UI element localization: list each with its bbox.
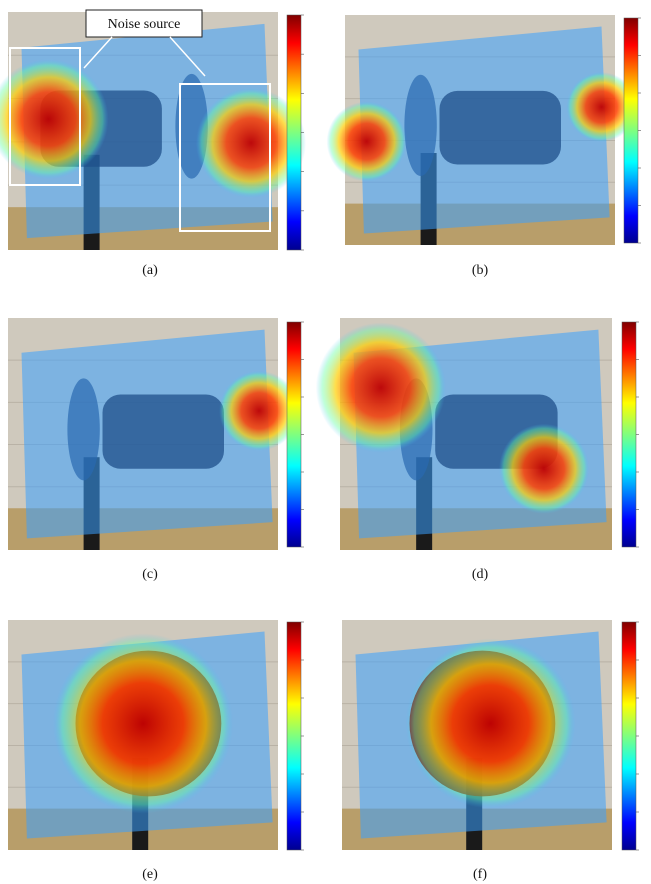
colorbar [624,18,638,243]
panel: (f) [342,620,639,882]
panel: (c) [8,318,304,582]
panel: (b) [327,15,641,278]
dryer-nozzle [67,378,99,480]
panel-label: (e) [142,867,158,882]
panel: (a) [0,12,306,278]
panel-label: (f) [473,867,487,882]
colorbar [622,622,636,850]
figure: (a) (b) (c) (d) (e) (f) Noise source [0,0,651,884]
panel-label: (a) [142,263,158,278]
colorbar [622,322,636,547]
panel-label: (d) [472,567,489,582]
hot-spot [406,639,576,809]
panel-label: (c) [142,567,158,582]
panel: (e) [8,620,304,882]
hot-spot [327,102,407,182]
dryer-nozzle [404,75,436,176]
colorbar [287,322,301,547]
hot-spot [53,634,233,814]
panel: (d) [316,318,639,582]
callout-text: Noise source [108,17,181,32]
hot-spot [316,323,446,453]
colorbar [287,622,301,850]
hot-spot [499,424,589,514]
panels: (a) (b) (c) (d) (e) (f) [0,12,641,882]
panel-label: (b) [472,263,489,278]
colorbar [287,15,301,250]
dryer-body [440,91,562,165]
dryer-body [103,395,225,469]
